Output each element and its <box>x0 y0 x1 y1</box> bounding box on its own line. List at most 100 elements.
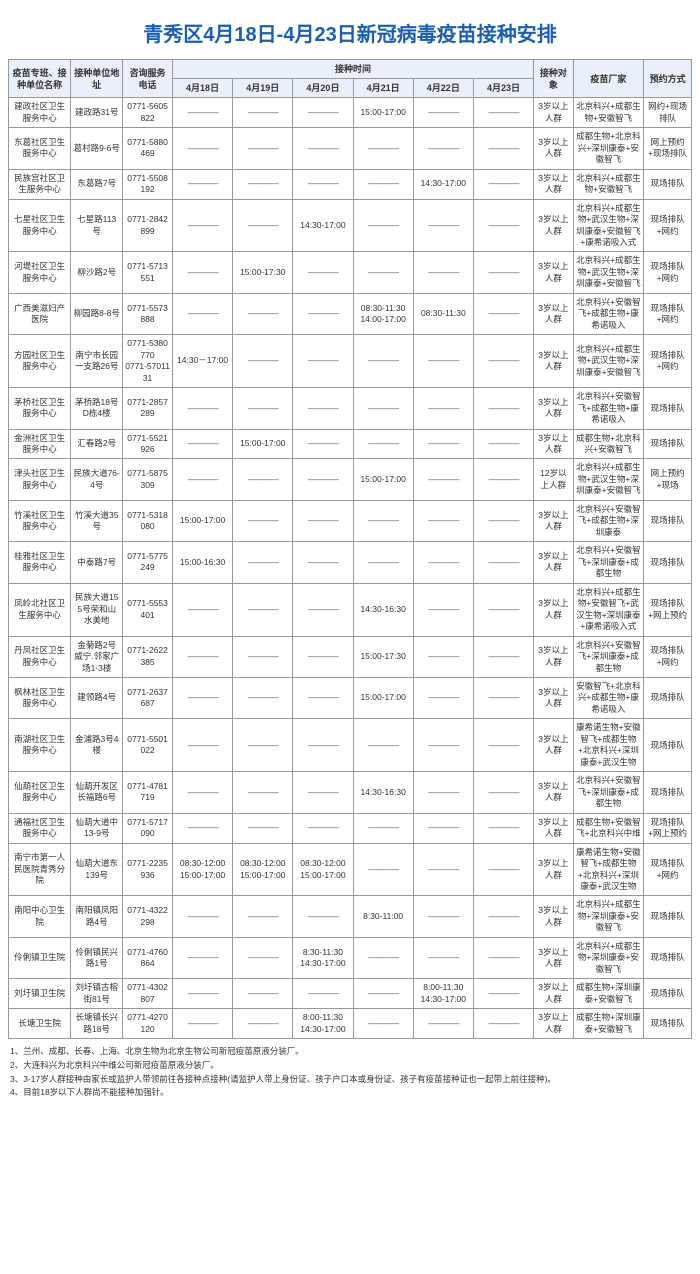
cell-time-1: ———— <box>233 813 293 843</box>
cell-maker: 北京科兴+安徽智飞+深圳康泰+成都生物 <box>573 772 644 813</box>
cell-maker: 北京科兴+成都生物+安徽智飞+武汉生物+深圳康泰+康希诺吸入式 <box>573 583 644 636</box>
cell-target: 3岁以上人群 <box>534 500 573 541</box>
cell-time-2: ———— <box>293 169 353 199</box>
cell-time-0: ———— <box>172 583 232 636</box>
cell-phone: 0771-4322298 <box>123 896 173 937</box>
cell-time-2: ———— <box>293 677 353 718</box>
cell-phone: 0771-5553401 <box>123 583 173 636</box>
cell-name: 东葛社区卫生服务中心 <box>9 128 71 169</box>
cell-time-0: ———— <box>172 459 232 500</box>
cell-addr: 民族大道76-4号 <box>71 459 123 500</box>
cell-addr: 建领路4号 <box>71 677 123 718</box>
cell-time-0: 15:00-17:00 <box>172 500 232 541</box>
cell-target: 3岁以上人群 <box>534 896 573 937</box>
cell-time-1: ———— <box>233 293 293 334</box>
cell-target: 3岁以上人群 <box>534 128 573 169</box>
cell-time-2: 8:00-11:3014:30-17:00 <box>293 1009 353 1039</box>
cell-addr: 长塘镇长兴路18号 <box>71 1009 123 1039</box>
cell-time-1: ———— <box>233 719 293 772</box>
cell-time-1: ———— <box>233 1009 293 1039</box>
cell-time-3: ———— <box>353 388 413 429</box>
cell-phone: 0771-4270120 <box>123 1009 173 1039</box>
cell-time-0: ———— <box>172 677 232 718</box>
table-row: 河堤社区卫生服务中心柳沙路2号0771-5713551————15:00-17:… <box>9 252 692 293</box>
cell-time-3: ———— <box>353 199 413 252</box>
cell-name: 金洲社区卫生服务中心 <box>9 429 71 459</box>
col-target: 接种对象 <box>534 60 573 98</box>
cell-target: 3岁以上人群 <box>534 813 573 843</box>
cell-time-3: ———— <box>353 1009 413 1039</box>
cell-time-4: ———— <box>413 252 473 293</box>
cell-time-4: ———— <box>413 199 473 252</box>
cell-time-5: ———— <box>473 252 533 293</box>
cell-addr: 民族大道155号荣和山水美地 <box>71 583 123 636</box>
cell-time-5: ———— <box>473 937 533 978</box>
cell-addr: 刘圩镇古榕街81号 <box>71 979 123 1009</box>
cell-time-2: ———— <box>293 636 353 677</box>
cell-book: 现场排队 <box>644 1009 692 1039</box>
cell-time-5: ———— <box>473 459 533 500</box>
cell-time-1: ———— <box>233 128 293 169</box>
table-row: 丹凤社区卫生服务中心金菊路2号威宁.邻家广场1-3楼0771-2622385——… <box>9 636 692 677</box>
cell-time-2: ———— <box>293 542 353 583</box>
cell-addr: 南宁市长园一支路26号 <box>71 335 123 388</box>
cell-time-3: 14:30-16:30 <box>353 772 413 813</box>
cell-time-1: ———— <box>233 335 293 388</box>
cell-target: 3岁以上人群 <box>534 1009 573 1039</box>
cell-time-5: ———— <box>473 335 533 388</box>
cell-time-4: ———— <box>413 335 473 388</box>
cell-book: 现场排队 <box>644 772 692 813</box>
cell-time-2: 8:30-11:3014:30-17:00 <box>293 937 353 978</box>
cell-time-4: ———— <box>413 429 473 459</box>
cell-time-1: ———— <box>233 636 293 677</box>
cell-name: 建政社区卫生服务中心 <box>9 98 71 128</box>
table-row: 东葛社区卫生服务中心葛村路9-6号0771-5880469———————————… <box>9 128 692 169</box>
cell-time-5: ———— <box>473 583 533 636</box>
cell-time-5: ———— <box>473 979 533 1009</box>
cell-book: 现场排队 <box>644 979 692 1009</box>
cell-maker: 成都生物+安徽智飞+北京科兴中维 <box>573 813 644 843</box>
cell-time-5: ———— <box>473 896 533 937</box>
cell-time-1: ———— <box>233 772 293 813</box>
footnotes: 1、兰州、成都、长春、上海、北京生物为北京生物公司新冠疫苗原液分装厂。 2、大连… <box>8 1039 692 1102</box>
cell-phone: 0771-5521926 <box>123 429 173 459</box>
cell-time-2: ———— <box>293 813 353 843</box>
cell-phone: 0771-2622385 <box>123 636 173 677</box>
cell-name: 桂雅社区卫生服务中心 <box>9 542 71 583</box>
cell-time-1: ———— <box>233 979 293 1009</box>
cell-name: 七星社区卫生服务中心 <box>9 199 71 252</box>
cell-time-3: ———— <box>353 429 413 459</box>
cell-addr: 金浦路3号4楼 <box>71 719 123 772</box>
cell-maker: 安徽智飞+北京科兴+成都生物+康希诺吸入 <box>573 677 644 718</box>
cell-time-0: ———— <box>172 896 232 937</box>
table-row: 民族宫社区卫生服务中心东葛路7号0771-5508192————————————… <box>9 169 692 199</box>
table-row: 枫林社区卫生服务中心建领路4号0771-2637687————————————1… <box>9 677 692 718</box>
cell-book: 现场排队+网上预约 <box>644 583 692 636</box>
cell-book: 现场排队 <box>644 429 692 459</box>
cell-time-0: ———— <box>172 252 232 293</box>
cell-time-2: ———— <box>293 293 353 334</box>
cell-addr: 中泰路7号 <box>71 542 123 583</box>
footnote-1: 1、兰州、成都、长春、上海、北京生物为北京生物公司新冠疫苗原液分装厂。 <box>10 1045 690 1058</box>
table-row: 南湖社区卫生服务中心金浦路3号4楼0771-5501022———————————… <box>9 719 692 772</box>
cell-book: 现场排队 <box>644 677 692 718</box>
cell-time-1: ———— <box>233 169 293 199</box>
cell-time-0: ———— <box>172 293 232 334</box>
cell-time-4: ———— <box>413 677 473 718</box>
cell-book: 现场排队+网约 <box>644 843 692 896</box>
cell-target: 3岁以上人群 <box>534 636 573 677</box>
cell-time-5: ———— <box>473 1009 533 1039</box>
cell-name: 民族宫社区卫生服务中心 <box>9 169 71 199</box>
table-row: 桂雅社区卫生服务中心中泰路7号0771-577524915:00-16:30——… <box>9 542 692 583</box>
cell-target: 3岁以上人群 <box>534 677 573 718</box>
table-header: 疫苗专班、接种单位名称 接种单位地址 咨询服务电话 接种时间 接种对象 疫苗厂家… <box>9 60 692 98</box>
cell-phone: 0771-2637687 <box>123 677 173 718</box>
cell-time-5: ———— <box>473 677 533 718</box>
cell-time-1: ———— <box>233 388 293 429</box>
cell-book: 网约+现场排队 <box>644 98 692 128</box>
cell-time-2: ———— <box>293 128 353 169</box>
cell-time-0: ———— <box>172 719 232 772</box>
cell-time-4: ———— <box>413 896 473 937</box>
cell-target: 3岁以上人群 <box>534 98 573 128</box>
cell-time-1: ———— <box>233 677 293 718</box>
